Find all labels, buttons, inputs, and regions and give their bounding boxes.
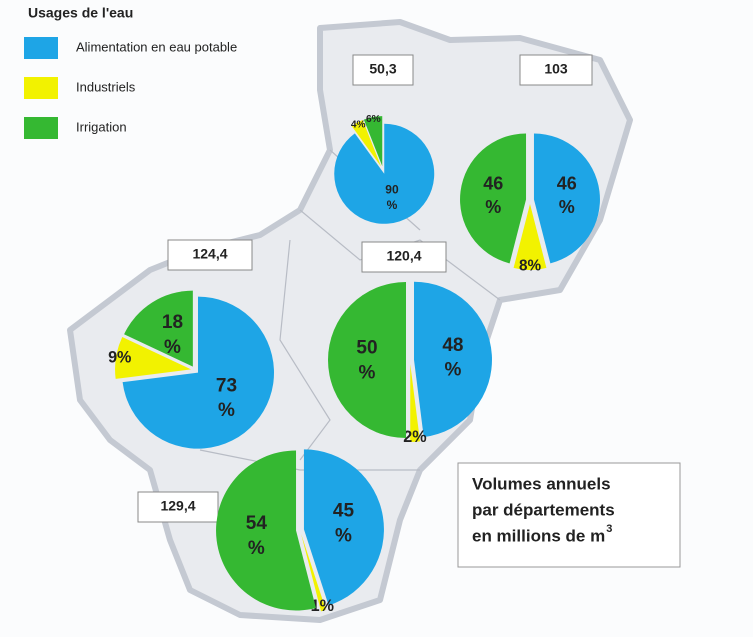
pie-slice <box>351 120 382 167</box>
legend-title: Usages de l'eau <box>28 5 133 21</box>
total-label: 103 <box>544 61 568 77</box>
legend: Alimentation en eau potable Industriels Ir… <box>24 37 237 139</box>
value-label: 50% <box>356 338 377 384</box>
legend-label: Industriels <box>76 79 136 94</box>
note-line: en millions de m <box>472 526 605 545</box>
total-label: 124,4 <box>192 246 227 262</box>
note-line: Volumes annuels <box>472 474 611 493</box>
pie-slice <box>460 133 527 264</box>
pie-slice <box>303 449 384 606</box>
value-label: 48% <box>442 335 463 381</box>
note: Volumes annuels par départements en millio… <box>472 474 615 545</box>
total-label: 50,3 <box>369 61 396 77</box>
legend-label: Irrigation <box>76 119 127 134</box>
pie-slice <box>363 116 383 167</box>
pie-slice <box>413 281 492 438</box>
value-label: 1% <box>311 597 334 615</box>
note-superscript: 3 <box>606 523 612 535</box>
total-box <box>361 241 447 273</box>
note-box <box>457 462 681 568</box>
total-label: 120,4 <box>386 248 421 264</box>
note-line: par départements <box>472 500 615 519</box>
pie-slice <box>122 296 275 449</box>
pie-slice <box>124 290 193 367</box>
total-box <box>167 239 253 271</box>
value-label: 18% <box>162 312 183 358</box>
value-label: 9% <box>108 348 131 366</box>
legend-swatch <box>24 117 58 139</box>
legend-swatch <box>24 77 58 99</box>
legend-swatch <box>24 37 58 59</box>
pie-slice <box>115 337 192 379</box>
pies: 50,3 90 % 4% 6% 103 46 % 8% 46 % 124,4 73 % 9% 18 % 120,4… <box>108 54 600 615</box>
pie-slice <box>328 282 406 438</box>
value-label: 2% <box>403 428 426 446</box>
pie-slice <box>410 363 421 442</box>
value-label: 4% <box>351 120 366 131</box>
pie-slice <box>533 133 600 264</box>
value-label: 46% <box>483 173 503 216</box>
total-box <box>352 54 414 86</box>
legend-label: Alimentation en eau potable <box>76 39 237 54</box>
value-label: 90% <box>385 183 399 213</box>
value-label: 54% <box>246 513 268 559</box>
value-label: 45% <box>333 501 355 547</box>
value-label: 73% <box>216 375 237 421</box>
total-box <box>137 491 219 523</box>
value-label: 46% <box>557 173 577 216</box>
pie-slice <box>301 533 326 612</box>
total-box <box>519 54 593 86</box>
total-label: 129,4 <box>160 498 195 514</box>
pie-slice <box>216 450 316 611</box>
pie-slice <box>334 123 435 224</box>
value-label: 8% <box>519 258 542 275</box>
value-label: 6% <box>366 114 381 125</box>
pie-slice <box>513 204 547 270</box>
